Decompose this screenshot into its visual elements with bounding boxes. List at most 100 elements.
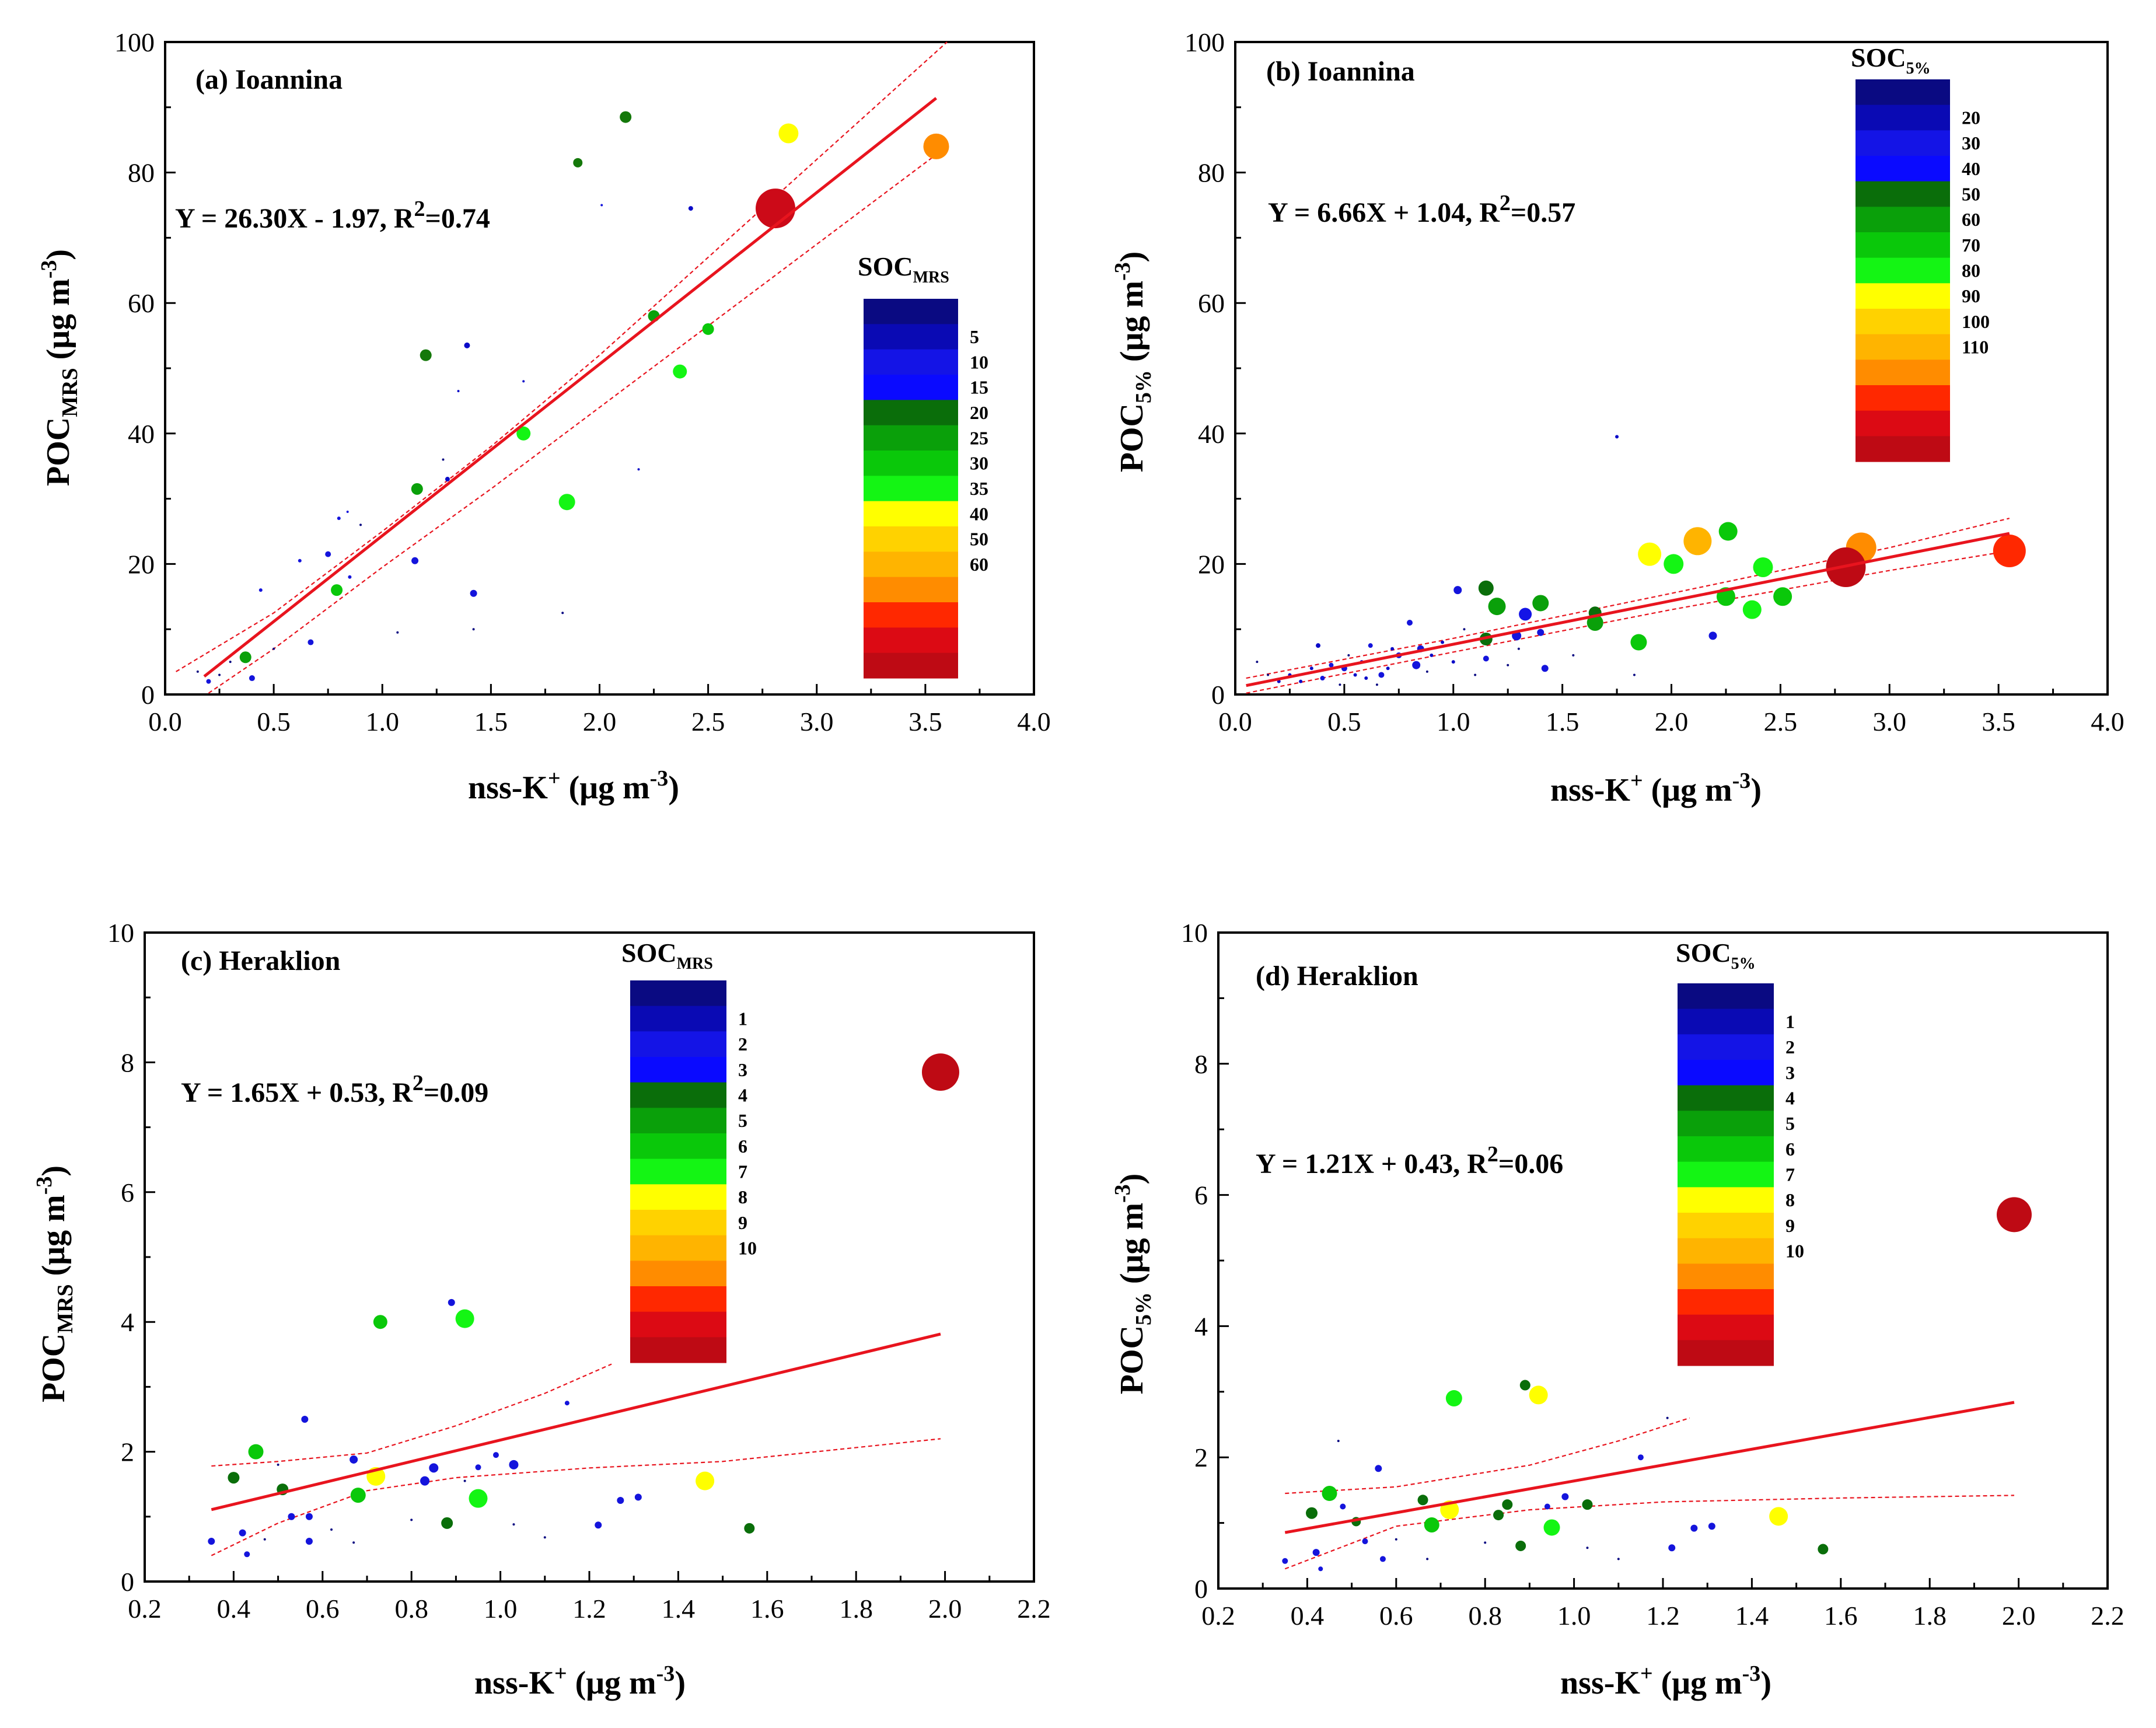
y-tick-label: 40	[1198, 419, 1225, 449]
data-point	[512, 1523, 515, 1526]
data-point	[1572, 654, 1575, 657]
x-tick-label: 0.0	[148, 707, 182, 736]
colorbar-tick-label: 6	[738, 1136, 747, 1157]
colorbar-segment	[1678, 1238, 1774, 1264]
colorbar-tick-label: 60	[970, 554, 988, 575]
colorbar-segment	[1678, 1187, 1774, 1213]
data-point	[469, 1489, 488, 1508]
colorbar-segment	[630, 1286, 726, 1312]
data-point	[429, 1463, 439, 1473]
data-point	[1353, 673, 1357, 677]
colorbar-segment	[1856, 181, 1950, 207]
x-tick-label: 2.0	[2002, 1601, 2036, 1631]
y-tick-label: 10	[107, 918, 134, 948]
fit-equation: Y = 1.21X + 0.43, R2=0.06	[1256, 1142, 1563, 1179]
colorbar-tick-label: 1	[738, 1008, 747, 1029]
data-point	[288, 1513, 295, 1520]
data-point	[352, 1541, 355, 1544]
confidence-band-upper	[176, 41, 948, 672]
panel-b: (b) Ioannina Y = 6.66X + 1.04, R2=0.57 n…	[1110, 27, 2124, 808]
colorbar-tick-label: 6	[1785, 1139, 1795, 1160]
data-point	[448, 1298, 455, 1306]
y-tick-label: 0	[141, 680, 155, 710]
data-point	[325, 551, 331, 557]
colorbar-segment	[1678, 1213, 1774, 1239]
colorbar-segment	[630, 1006, 726, 1032]
y-axis-label: POCMRS (μg m-3)	[32, 1165, 78, 1402]
colorbar-title: SOCMRS	[858, 252, 949, 287]
colorbar-segment	[864, 652, 958, 679]
colorbar-tick-label: 30	[970, 453, 988, 474]
x-tick-label: 1.5	[1546, 707, 1580, 736]
colorbar-tick-label: 35	[970, 478, 988, 499]
colorbar-tick-label: 5	[970, 326, 979, 347]
x-tick-label: 0.2	[1201, 1601, 1235, 1631]
data-point	[634, 1493, 642, 1501]
colorbar-tick-label: 50	[970, 529, 988, 550]
data-point	[457, 390, 460, 393]
colorbar-segment	[630, 1031, 726, 1057]
data-point	[1379, 1556, 1386, 1562]
data-point	[558, 494, 575, 511]
data-point	[411, 483, 423, 495]
colorbar-segment	[864, 324, 958, 350]
colorbar-segment	[1678, 1161, 1774, 1188]
data-point	[298, 558, 302, 563]
x-tick-label: 3.5	[908, 707, 942, 736]
colorbar-segment	[864, 577, 958, 603]
colorbar-segment	[630, 1235, 726, 1261]
data-point	[1412, 661, 1421, 669]
colorbar-segment	[864, 551, 958, 578]
data-point	[441, 1517, 453, 1529]
data-point	[1668, 1544, 1676, 1552]
y-axis-label: POC5% (μg m-3)	[1110, 252, 1156, 473]
colorbar-segment	[1856, 207, 1950, 233]
data-point	[1256, 661, 1259, 664]
data-point	[1532, 595, 1549, 612]
data-point	[1708, 631, 1717, 640]
colorbar-segment	[1856, 130, 1950, 156]
colorbar-tick-label: 2	[1785, 1036, 1795, 1057]
data-point	[249, 675, 255, 682]
data-point	[272, 647, 275, 650]
data-point	[348, 575, 352, 579]
data-point	[420, 1476, 430, 1486]
data-point	[1493, 1510, 1504, 1521]
regression-line	[1246, 532, 2010, 687]
colorbar-segment	[1678, 1085, 1774, 1111]
data-point	[1424, 1517, 1439, 1532]
colorbar-title: SOC5%	[1851, 43, 1931, 78]
colorbar-title: SOC5%	[1676, 938, 1756, 973]
data-point	[248, 1444, 264, 1460]
data-point	[239, 651, 251, 664]
colorbar-segment	[630, 1158, 726, 1185]
data-point	[1318, 1566, 1323, 1572]
panel-title: (b) Ioannina	[1266, 56, 1415, 87]
x-tick-label: 3.5	[1982, 707, 2015, 736]
data-point	[702, 323, 714, 335]
data-point	[564, 1401, 569, 1406]
x-tick-label: 0.6	[306, 1594, 340, 1624]
panel-a: (a) Ioannina Y = 26.30X - 1.97, R2=0.74 …	[37, 27, 1051, 806]
colorbar-segment	[1856, 309, 1950, 335]
y-tick-label: 0	[1194, 1574, 1208, 1604]
data-point	[228, 1472, 240, 1484]
colorbar-tick-label: 10	[970, 351, 988, 372]
y-tick-label: 8	[121, 1048, 134, 1077]
data-point	[1488, 598, 1506, 616]
data-point	[420, 349, 432, 361]
colorbar-segment	[630, 1133, 726, 1160]
data-point	[350, 1488, 366, 1503]
data-point	[229, 661, 232, 664]
data-point	[1417, 1495, 1428, 1506]
y-tick-label: 10	[1181, 918, 1208, 948]
colorbar-segment	[1678, 1263, 1774, 1290]
panel-c: (c) Heraklion Y = 1.65X + 0.53, R2=0.09 …	[32, 918, 1051, 1701]
colorbar-segment	[630, 1082, 726, 1108]
colorbar-segment	[1678, 1340, 1774, 1366]
x-tick-label: 0.8	[394, 1594, 428, 1624]
data-point	[463, 1479, 466, 1482]
data-point	[1544, 1503, 1550, 1510]
